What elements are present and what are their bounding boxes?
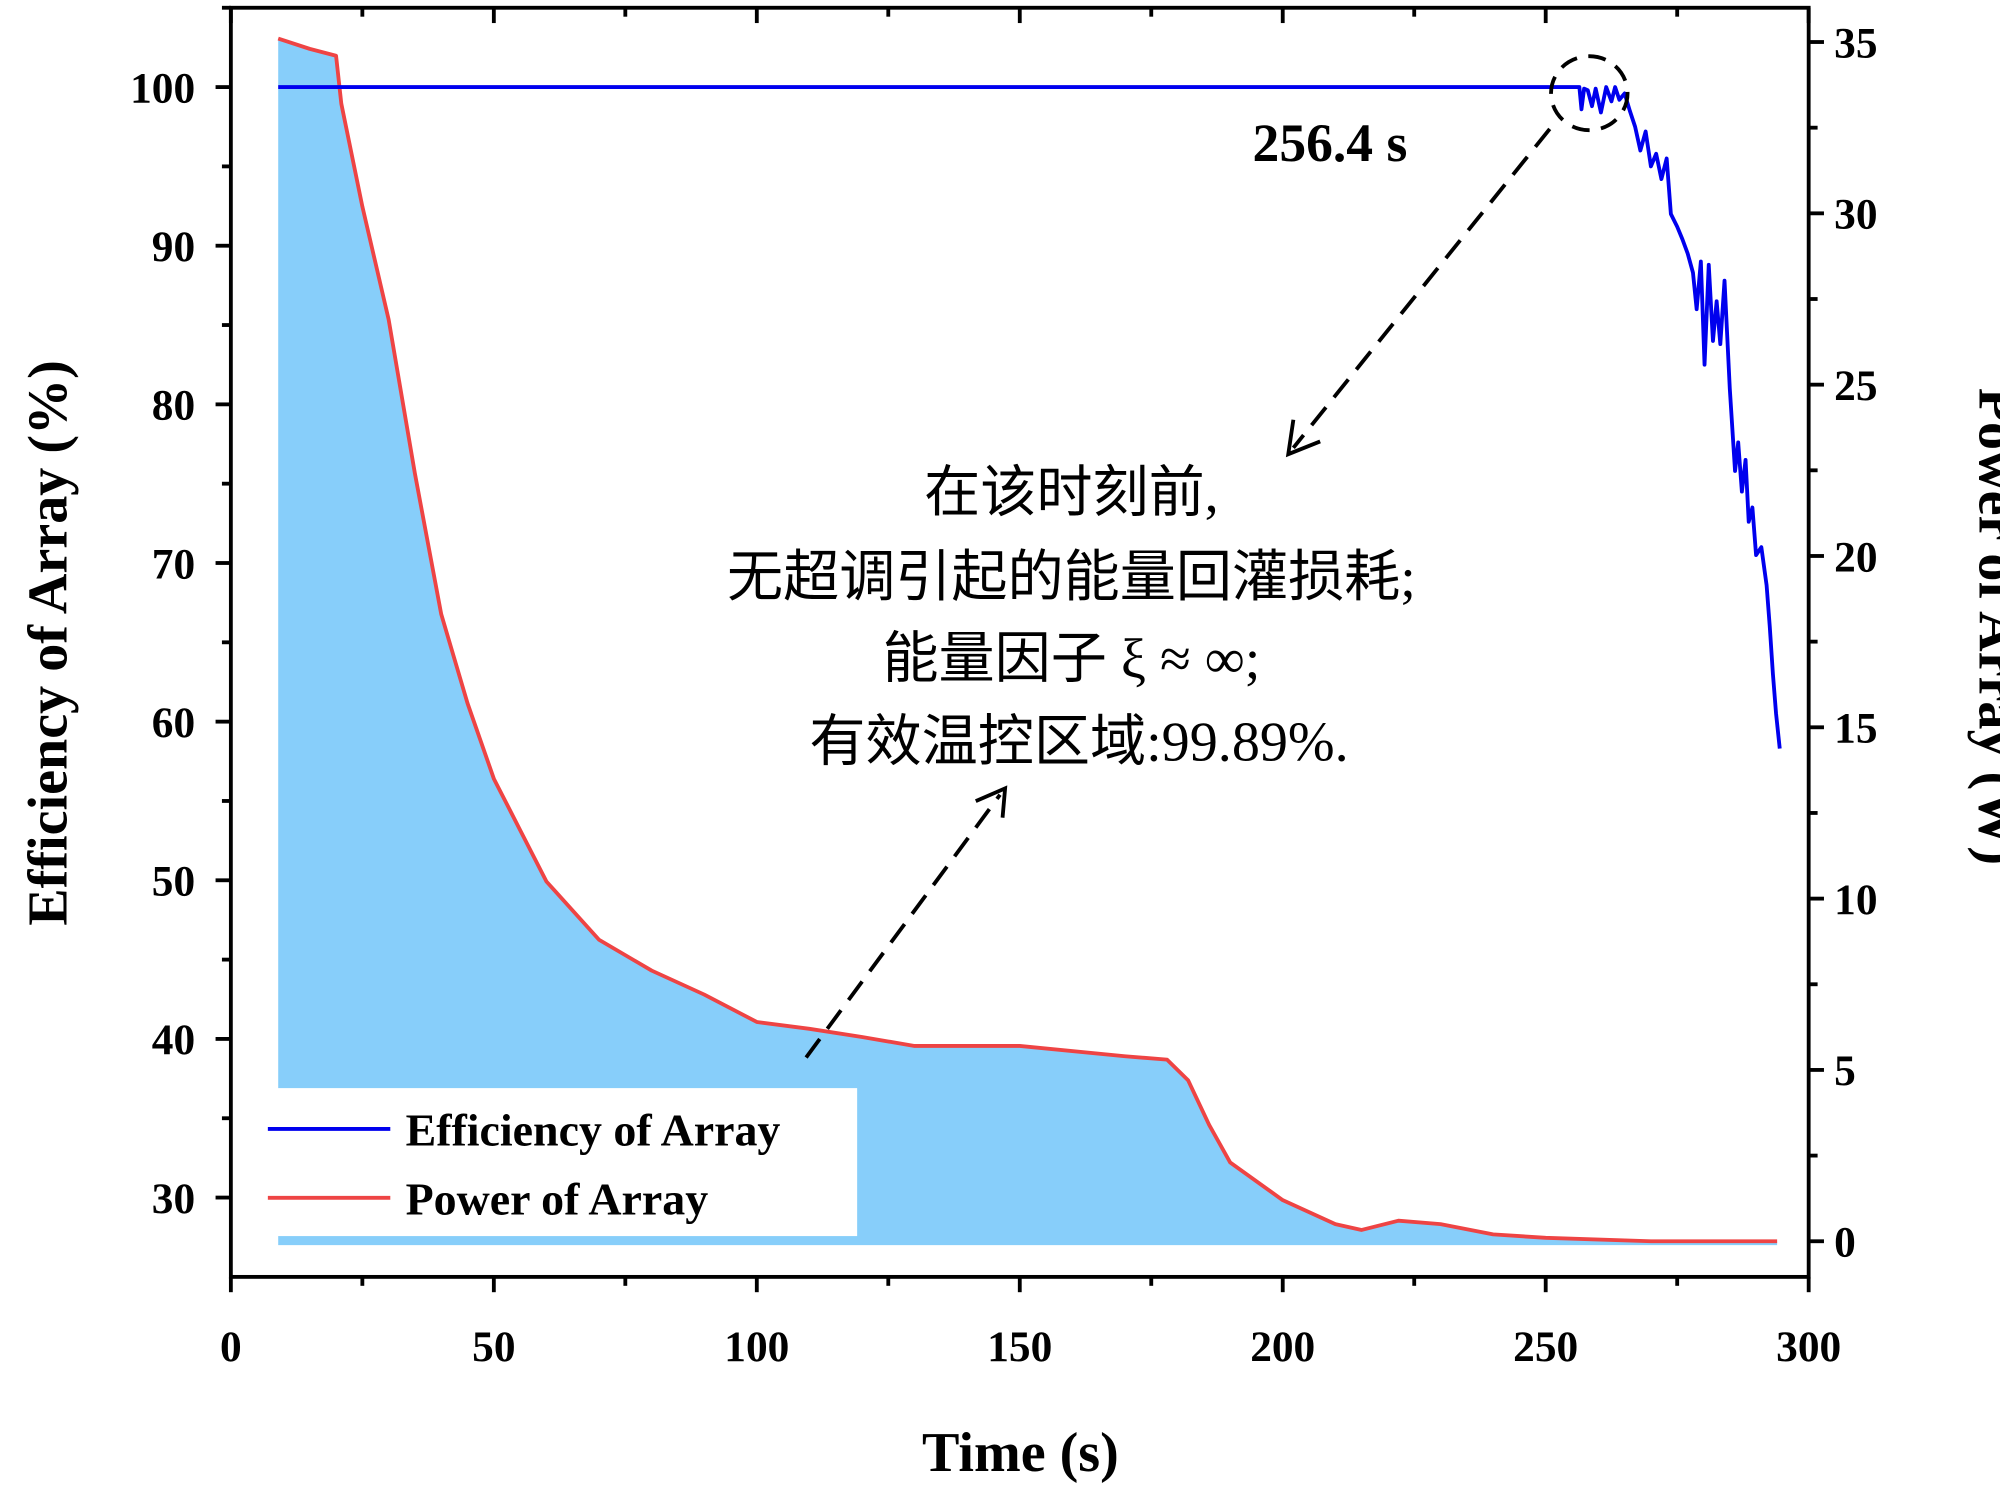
annotation-arrowhead-upper — [1285, 419, 1321, 458]
y2-tick-label: 35 — [1834, 19, 1877, 67]
annotation-arrow-upper — [1291, 127, 1552, 450]
y2-tick-label: 30 — [1834, 191, 1877, 239]
annotation-time-label: 256.4 s — [1253, 113, 1408, 173]
y-tick-label: 100 — [130, 64, 195, 112]
y-tick-label: 60 — [152, 699, 195, 747]
y-tick-label: 90 — [152, 223, 195, 271]
y2-tick-label: 5 — [1834, 1047, 1856, 1095]
legend-label-power: Power of Array — [406, 1173, 709, 1224]
legend-box — [267, 1088, 858, 1237]
x-tick-label: 100 — [724, 1323, 789, 1371]
annotation-line-4: 有效温控区域:99.89%. — [809, 711, 1348, 773]
annotation-line-3: 能量因子 ξ ≈ ∞; — [882, 628, 1260, 690]
y-tick-label: 70 — [152, 540, 195, 588]
legend-label-efficiency: Efficiency of Array — [406, 1105, 781, 1156]
annotation-arrow-lower — [804, 793, 1002, 1059]
y-axis-label: Efficiency of Array (%) — [17, 360, 79, 926]
annotation-line-1: 在该时刻前, — [924, 463, 1219, 525]
y-tick-label: 40 — [152, 1016, 195, 1064]
annotation-circle — [1549, 54, 1630, 133]
y-tick-label: 80 — [152, 382, 195, 430]
axes — [215, 5, 1824, 1293]
x-tick-label: 0 — [220, 1323, 242, 1371]
annotations: 256.4 s 在该时刻前, 无超调引起的能量回灌损耗; 能量因子 ξ ≈ ∞;… — [727, 54, 1630, 1059]
x-tick-label: 150 — [987, 1323, 1052, 1371]
series-lines — [277, 36, 1782, 1244]
x-tick-label: 300 — [1776, 1323, 1841, 1371]
y2-axis-label: Power of Array (W) — [1967, 388, 2000, 865]
y2-tick-label: 0 — [1834, 1219, 1856, 1267]
annotation-arrowhead-lower — [975, 785, 1008, 818]
x-tick-label: 50 — [472, 1323, 515, 1371]
power-line — [277, 36, 1778, 1244]
tick-labels: 0 50 100 150 200 250 300 30 40 50 60 70 80 90 100 0 5 10 1… — [130, 19, 1877, 1371]
y2-tick-label: 20 — [1834, 533, 1877, 581]
efficiency-line — [278, 85, 1782, 749]
y2-tick-label: 15 — [1834, 705, 1877, 753]
y-tick-label: 30 — [152, 1175, 195, 1223]
x-axis-label: Time (s) — [922, 1422, 1119, 1484]
y2-tick-label: 10 — [1834, 876, 1877, 924]
annotation-line-2: 无超调引起的能量回灌损耗; — [727, 547, 1416, 609]
y-tick-label: 50 — [152, 858, 195, 906]
x-tick-label: 200 — [1250, 1323, 1315, 1371]
x-tick-label: 250 — [1513, 1323, 1578, 1371]
legend: Efficiency of Array Power of Array — [267, 1105, 781, 1224]
y2-tick-label: 25 — [1834, 362, 1877, 410]
